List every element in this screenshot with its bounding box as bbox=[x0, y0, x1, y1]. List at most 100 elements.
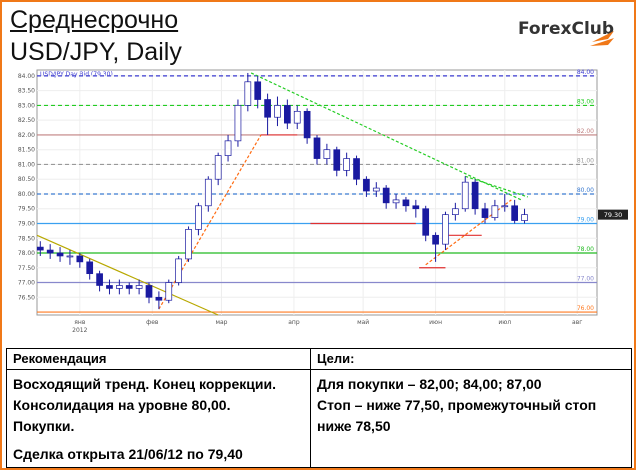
candle-body bbox=[46, 249, 54, 254]
y-tick-label: 81.50 bbox=[18, 147, 35, 154]
candle-body bbox=[402, 199, 410, 207]
candle-body bbox=[303, 110, 311, 139]
candle-body bbox=[56, 252, 64, 257]
candle-body bbox=[165, 282, 173, 301]
y-tick-label: 83.00 bbox=[18, 102, 35, 109]
candle-body bbox=[452, 208, 459, 215]
logo-mark bbox=[590, 31, 614, 46]
level-label: 82.00 bbox=[577, 128, 594, 135]
candle-body bbox=[145, 285, 153, 298]
level-label: 78.00 bbox=[577, 246, 594, 253]
level-label: 76.00 bbox=[577, 305, 594, 312]
table: Рекомендация Восходящий тренд. Конец кор… bbox=[6, 348, 632, 468]
candle-body bbox=[185, 229, 192, 260]
x-tick-label: фев bbox=[146, 319, 159, 326]
text-line: Покупки. bbox=[13, 418, 75, 434]
right-body: Для покупки – 82,00; 84,00; 87,00 Стоп – … bbox=[311, 370, 631, 437]
candle-body bbox=[86, 261, 94, 275]
x-tick-label: июл bbox=[498, 319, 511, 326]
x-tick-label: авг bbox=[572, 319, 582, 326]
subtitle: USD/JPY, Daily bbox=[10, 38, 182, 66]
right-col: Цели: Для покупки – 82,00; 84,00; 87,00 С… bbox=[311, 349, 631, 467]
candle-body bbox=[195, 205, 202, 230]
level-label: 83.00 bbox=[577, 98, 594, 105]
y-tick-label: 80.00 bbox=[18, 191, 35, 198]
left-col: Рекомендация Восходящий тренд. Конец кор… bbox=[7, 349, 311, 467]
deal: Сделка открыта 21/06/12 по 79,40 bbox=[13, 446, 243, 462]
candle-body bbox=[323, 149, 331, 159]
last-price-label: 79.30 bbox=[604, 211, 623, 219]
candle-body bbox=[363, 178, 370, 192]
candle-body bbox=[491, 205, 499, 218]
candle-body bbox=[313, 137, 321, 159]
y-tick-label: 83.50 bbox=[18, 88, 35, 95]
title: Среднесрочно bbox=[10, 6, 179, 34]
trend-line bbox=[36, 234, 219, 316]
candle-body bbox=[432, 234, 439, 245]
candle-body bbox=[264, 99, 271, 118]
candle-body bbox=[175, 258, 182, 283]
x-tick-label: мар bbox=[215, 319, 227, 326]
text-line: Стоп – ниже 77,50, промежуточный стоп bbox=[317, 397, 597, 413]
y-tick-label: 82.50 bbox=[18, 117, 35, 124]
header-cell: Рекомендация bbox=[7, 349, 310, 370]
candle-body bbox=[392, 199, 400, 204]
candle-body bbox=[274, 105, 281, 118]
text-line: Консолидация на уровне 80,00. bbox=[13, 397, 231, 413]
last-price-box bbox=[598, 209, 628, 220]
text-line: ниже 78,50 bbox=[317, 418, 391, 434]
candle-body bbox=[76, 255, 84, 263]
candle-body bbox=[461, 181, 469, 210]
trend-line bbox=[158, 134, 262, 310]
trend-line bbox=[425, 199, 512, 266]
plot-frame bbox=[36, 69, 598, 316]
y-tick-label: 76.50 bbox=[18, 294, 35, 301]
level-label: 84.00 bbox=[577, 69, 594, 76]
level-label: 81.00 bbox=[577, 157, 594, 164]
candle-body bbox=[442, 214, 449, 245]
y-tick-label: 81.00 bbox=[18, 161, 35, 168]
text-line: Для покупки – 82,00; 84,00; 87,00 bbox=[317, 376, 542, 392]
logo: ForexClub bbox=[518, 19, 614, 46]
candle-body bbox=[412, 205, 420, 210]
trend-line bbox=[465, 175, 529, 198]
candle-body bbox=[382, 187, 390, 204]
candle-body bbox=[343, 158, 350, 171]
candle-body bbox=[106, 285, 113, 289]
candle-body bbox=[116, 285, 123, 289]
candle-body bbox=[422, 208, 430, 236]
candle-body bbox=[521, 214, 528, 221]
candle-body bbox=[471, 181, 479, 210]
logo-text: ForexClub bbox=[518, 19, 614, 39]
y-tick-label: 79.50 bbox=[18, 206, 35, 213]
x-tick-label: апр bbox=[288, 319, 300, 326]
candle-body bbox=[135, 285, 143, 289]
y-tick-label: 79.00 bbox=[18, 220, 35, 227]
y-tick-label: 82.00 bbox=[18, 132, 35, 139]
text-line: Восходящий тренд. Конец коррекции. bbox=[13, 376, 276, 392]
level-label: 80.00 bbox=[577, 187, 594, 194]
left-body: Восходящий тренд. Конец коррекции. Консол… bbox=[7, 370, 310, 437]
y-tick-label: 78.00 bbox=[18, 250, 35, 257]
candle-body bbox=[214, 155, 222, 180]
candle-body bbox=[96, 273, 103, 286]
candle-body bbox=[372, 187, 380, 192]
candle-body bbox=[254, 81, 262, 100]
candle-body bbox=[333, 149, 341, 171]
y-tick-label: 84.00 bbox=[18, 73, 35, 80]
x-tick-label: янв bbox=[74, 319, 86, 326]
candle-body bbox=[501, 205, 509, 208]
y-tick-label: 80.50 bbox=[18, 176, 35, 183]
y-tick-label: 78.50 bbox=[18, 235, 35, 242]
chart: USD/JPY Day Bid (79.30) 76.50 77.00 77.50 7… bbox=[18, 69, 628, 334]
y-tick-label: 77.00 bbox=[18, 280, 35, 287]
candle-body bbox=[511, 205, 518, 221]
level-label: 77.00 bbox=[577, 276, 594, 283]
year-label: 2012 bbox=[72, 327, 87, 334]
candle-body bbox=[234, 105, 242, 142]
candle-body bbox=[66, 255, 74, 258]
candle-body bbox=[244, 81, 252, 106]
candle-body bbox=[224, 140, 232, 156]
x-tick-label: июн bbox=[429, 319, 442, 326]
